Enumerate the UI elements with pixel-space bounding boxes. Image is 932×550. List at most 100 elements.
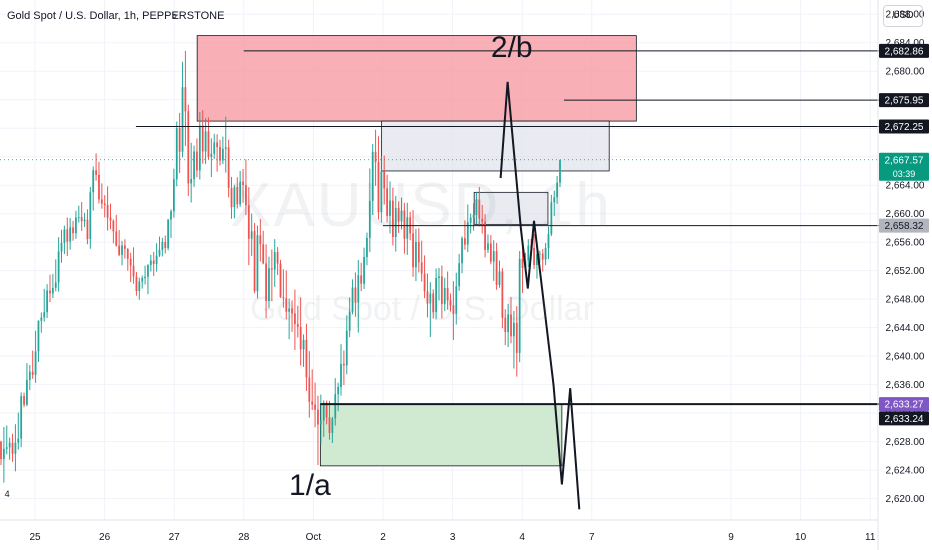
candle-body xyxy=(129,258,132,266)
candle-body xyxy=(328,417,331,433)
candle-body xyxy=(345,330,348,366)
candle-body xyxy=(172,179,175,212)
price-label-text: 2,633.24 xyxy=(885,414,924,425)
price-label-box xyxy=(879,218,929,233)
candle-body xyxy=(282,297,285,299)
candle-body xyxy=(106,204,109,218)
candle-body xyxy=(247,205,250,239)
candle-body xyxy=(556,182,559,198)
wave-count: 4 xyxy=(5,489,10,499)
candle-body xyxy=(115,231,118,246)
candle-body xyxy=(406,217,409,239)
candle-body xyxy=(533,247,535,265)
price-tick-label: 2,664.00 xyxy=(886,181,925,192)
price-label-text: 2,658.32 xyxy=(885,221,924,232)
candle-body xyxy=(262,244,265,264)
candle-body xyxy=(37,320,40,352)
time-tick-label: 2 xyxy=(380,532,386,543)
candle-body xyxy=(397,207,400,222)
candle-body xyxy=(366,237,368,258)
candle-body xyxy=(357,275,360,303)
candle-body xyxy=(121,245,123,255)
candle-body xyxy=(322,402,325,421)
candle-body xyxy=(276,252,279,264)
candle-body xyxy=(250,231,253,239)
candle-body xyxy=(95,170,97,175)
candle-body xyxy=(124,245,126,249)
candle-body xyxy=(51,287,54,294)
candle-body xyxy=(147,264,149,277)
candle-body xyxy=(374,151,377,163)
projection-path xyxy=(499,81,581,510)
candle-body xyxy=(270,268,273,270)
price-tick-label: 2,640.00 xyxy=(886,352,925,363)
candle-body xyxy=(527,245,530,261)
candle-body xyxy=(100,199,103,204)
candle-body xyxy=(466,222,469,245)
candle-body xyxy=(198,125,201,171)
candle-body xyxy=(109,217,112,221)
candle-body xyxy=(60,242,63,252)
candle-body xyxy=(54,282,57,288)
time-tick-label: Oct xyxy=(306,532,322,543)
candle-body xyxy=(242,181,244,186)
candle-body xyxy=(31,371,34,375)
candle-body xyxy=(475,199,478,216)
price-tick-label: 2,636.00 xyxy=(886,380,925,391)
candle-body xyxy=(472,215,475,218)
candle-body xyxy=(178,128,181,152)
candle-body xyxy=(63,229,66,243)
candle-body xyxy=(161,241,164,250)
candle-body xyxy=(464,238,466,245)
time-tick-label: 11 xyxy=(865,532,876,543)
price-label-text: 2,672.25 xyxy=(885,122,924,133)
candle-body xyxy=(196,151,198,171)
candle-body xyxy=(2,448,5,460)
currency-button[interactable]: USD xyxy=(883,5,923,27)
candle-body xyxy=(455,286,458,314)
candle-body xyxy=(57,251,60,283)
candle-body xyxy=(389,200,391,216)
candle-body xyxy=(368,200,371,238)
time-tick-label: 10 xyxy=(795,532,807,543)
price-tick-label: 2,684.00 xyxy=(886,38,925,49)
candle-body xyxy=(504,317,507,333)
candle-body xyxy=(498,271,501,285)
candle-body xyxy=(423,273,426,292)
candle-body xyxy=(46,290,48,313)
candle-body xyxy=(181,87,184,152)
candle-body xyxy=(285,298,288,312)
candle-body xyxy=(69,227,72,242)
wave-label: 2/b xyxy=(491,31,533,64)
candle-body xyxy=(80,216,83,222)
candle-body xyxy=(141,278,144,282)
candle-body xyxy=(478,199,481,219)
zone-demand xyxy=(319,403,563,467)
candle-body xyxy=(98,174,100,200)
candle-body xyxy=(513,322,515,337)
candle-body xyxy=(89,192,92,240)
candle-body xyxy=(224,147,227,149)
candle-body xyxy=(210,153,213,157)
price-label-box xyxy=(879,397,929,412)
candle-body xyxy=(458,263,461,287)
price-tick-label: 2,628.00 xyxy=(886,437,925,448)
candle-body xyxy=(492,251,495,262)
candle-body xyxy=(207,131,210,157)
candle-body xyxy=(363,257,365,284)
candle-body xyxy=(279,263,282,298)
candle-body xyxy=(175,128,178,180)
candle-body xyxy=(559,159,561,183)
price-label-text: 2,675.95 xyxy=(885,96,924,107)
candle-body xyxy=(239,181,242,205)
price-tick-label: 2,680.00 xyxy=(886,67,925,78)
candle-body xyxy=(259,235,262,245)
candle-body xyxy=(294,313,296,325)
candle-body xyxy=(469,217,472,223)
candle-body xyxy=(518,258,521,353)
candle-body xyxy=(83,219,86,222)
candle-body xyxy=(112,220,115,232)
candle-body xyxy=(461,238,463,264)
candle-body xyxy=(302,339,305,350)
